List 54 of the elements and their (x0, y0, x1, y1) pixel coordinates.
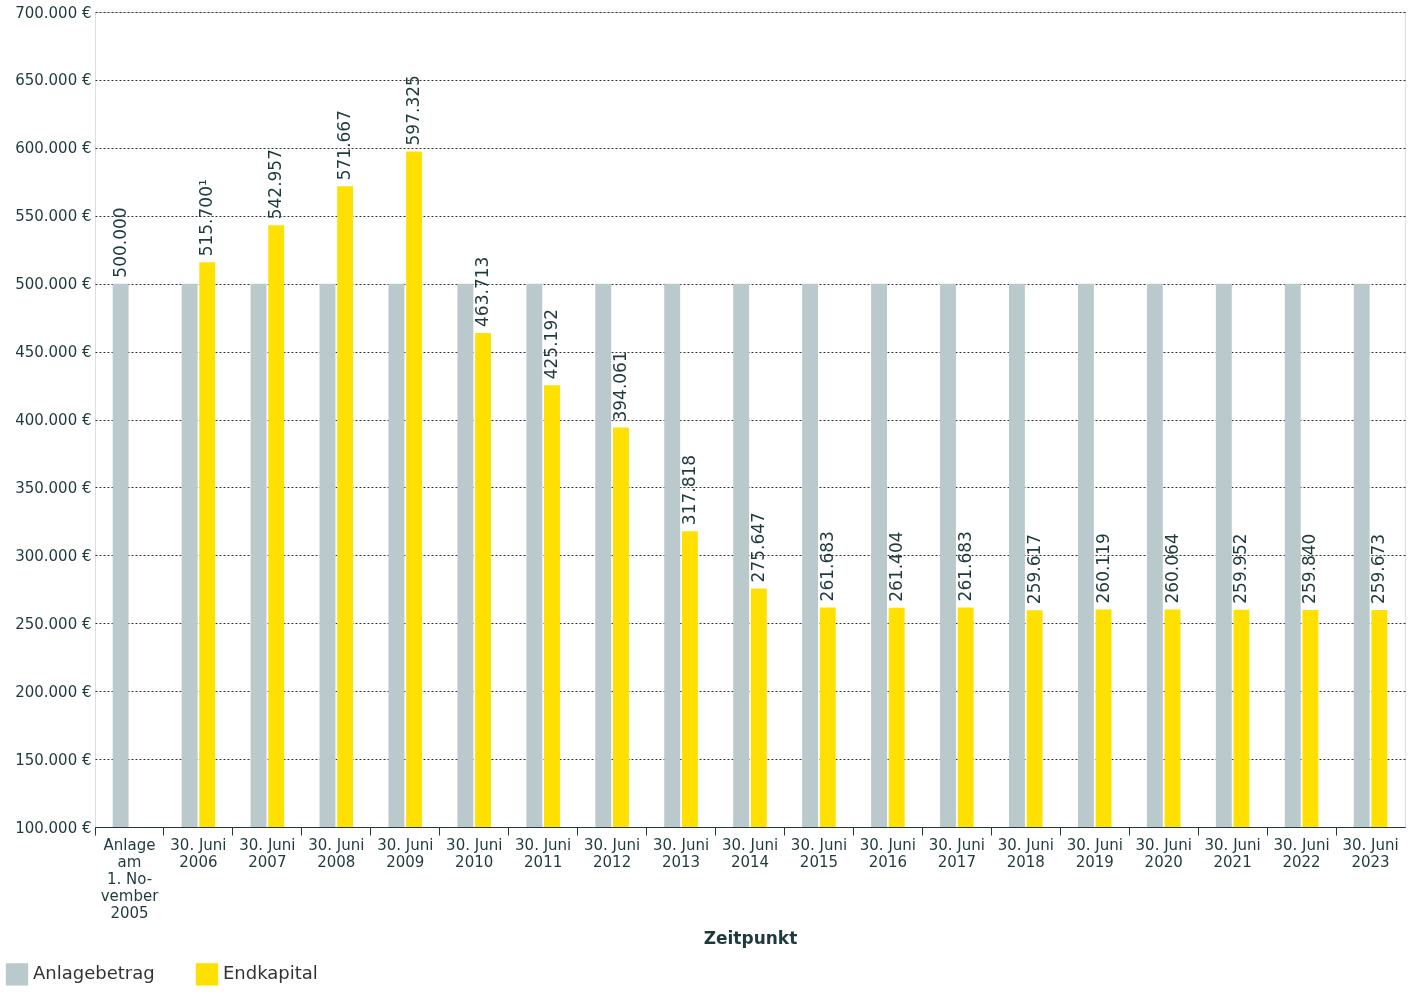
y-tick-label: 300.000 € (15, 546, 92, 565)
data-label: 259.840 (1299, 533, 1320, 604)
y-tick-label: 400.000 € (15, 411, 92, 429)
x-tick-label: 30. Juni 2012 (583, 835, 641, 871)
data-label: 260.064 (1161, 533, 1182, 604)
x-tick-label: Anlage am 1. No- vember 2005 (100, 835, 160, 922)
data-label: 275.647 (747, 512, 768, 583)
x-tick-label: 30. Juni 2021 (1204, 835, 1261, 871)
x-axis-title: Zeitpunkt (703, 927, 798, 948)
y-tick-label: 150.000 € (15, 750, 92, 769)
legend-label: Anlagebetrag (33, 962, 155, 984)
x-tick-label: 30. Juni 2016 (859, 835, 917, 871)
data-label: 261.683 (816, 531, 837, 602)
data-label: 515.700¹ (196, 179, 217, 257)
x-tick-label: 30. Juni 2007 (239, 835, 296, 871)
y-tick-label: 500.000 € (15, 275, 92, 294)
y-tick-label: 450.000 € (15, 343, 92, 362)
data-label: 261.683 (954, 531, 975, 602)
data-label: 571.667 (334, 110, 355, 181)
y-tick-label: 700.000 € (15, 3, 92, 22)
data-label: 317.818 (678, 454, 699, 526)
data-label: 261.404 (885, 531, 906, 602)
data-label: 597.325 (403, 75, 424, 146)
y-tick-label: 200.000 € (15, 682, 92, 701)
x-tick-label: 30. Juni 2015 (790, 835, 848, 871)
x-tick-label: 30. Juni 2014 (721, 835, 779, 871)
legend-label: Endkapital (223, 962, 318, 984)
x-tick-label: 30. Juni 2019 (1066, 835, 1123, 871)
data-label: 259.617 (1023, 533, 1044, 605)
data-label: 542.957 (265, 149, 286, 220)
x-tick-label: 30. Juni 2023 (1342, 835, 1399, 871)
x-tick-label: 30. Juni 2008 (308, 835, 365, 871)
data-label: 259.952 (1230, 533, 1251, 604)
data-label: 425.192 (541, 308, 561, 380)
data-label: 259.673 (1368, 533, 1389, 605)
x-tick-label: 30. Juni 2018 (997, 835, 1054, 871)
data-label: 463.713 (472, 256, 493, 327)
x-tick-label: 30. Juni 2020 (1135, 835, 1192, 871)
y-tick-label: 250.000 € (15, 614, 92, 633)
x-tick-label: 30. Juni 2017 (928, 835, 985, 871)
data-label: 500.000 (109, 207, 130, 278)
data-label: 260.119 (1092, 533, 1113, 604)
x-tick-label: 30. Juni 2006 (170, 835, 227, 871)
y-tick-label: 550.000 € (15, 207, 92, 226)
y-tick-label: 600.000 € (15, 139, 92, 158)
x-tick-label: 30. Juni 2010 (446, 835, 503, 871)
x-tick-label: 30. Juni 2009 (377, 835, 434, 871)
y-tick-label: 350.000 € (15, 478, 92, 497)
y-tick-label: 650.000 € (15, 71, 92, 90)
x-tick-label: 30. Juni 2022 (1273, 835, 1330, 871)
x-tick-label: 30. Juni 2013 (652, 835, 710, 871)
data-label: 394.061 (609, 351, 630, 422)
y-tick-label: 100.000 € (15, 818, 92, 837)
x-tick-label: 30. Juni 2011 (515, 835, 572, 871)
